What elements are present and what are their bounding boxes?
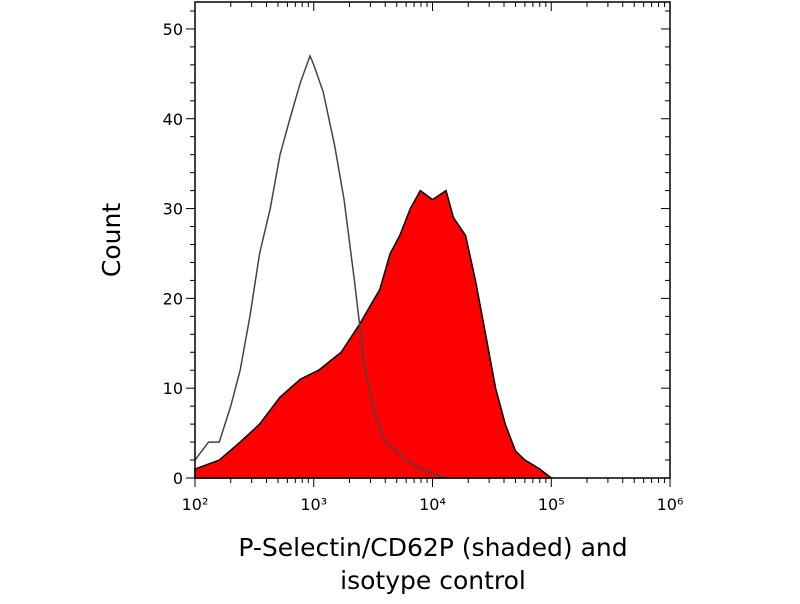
- outline-histogram: [194, 53, 447, 479]
- y-axis-label: Count: [97, 203, 126, 277]
- shaded-histogram: [194, 189, 554, 479]
- y-tick-label: 30: [163, 200, 183, 219]
- y-tick-label: 50: [163, 20, 183, 39]
- y-tick-label: 10: [163, 379, 183, 398]
- x-tick-label: 10³: [300, 495, 327, 514]
- y-tick-label: 40: [163, 110, 183, 129]
- y-tick-label: 20: [163, 289, 183, 308]
- x-tick-label: 10⁴: [419, 495, 446, 514]
- x-axis-label: isotype control: [340, 566, 526, 595]
- x-tick-label: 10⁵: [538, 495, 565, 514]
- x-axis-label: P-Selectin/CD62P (shaded) and: [238, 533, 627, 562]
- x-tick-label: 10²: [182, 495, 209, 514]
- y-tick-label: 0: [173, 469, 183, 488]
- x-tick-label: 10⁶: [657, 495, 684, 514]
